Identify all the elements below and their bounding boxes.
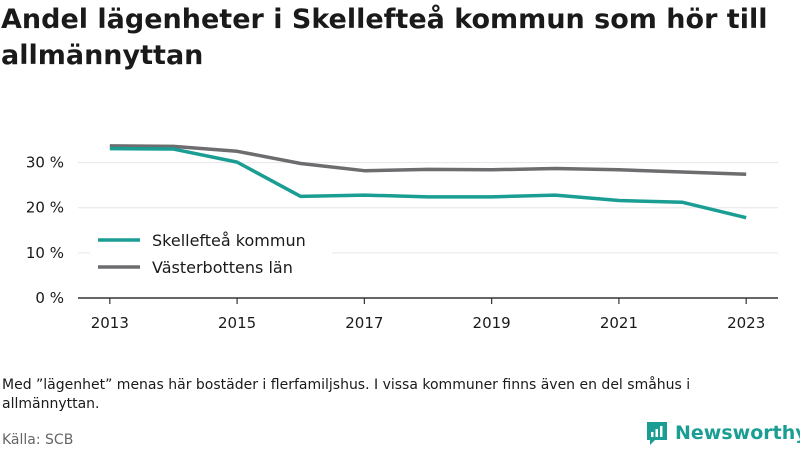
legend-label: Västerbottens län [152,258,293,277]
chart-title: Andel lägenheter i Skellefteå kommun som… [1,4,768,71]
newsworthy-logo: Newsworthy [645,420,800,446]
source-label: Källa: SCB [2,432,74,448]
y-tick-label: 0 % [35,289,64,307]
x-tick-label: 2015 [218,314,256,332]
series-line-vasterbotten [109,144,747,177]
x-tick-label: 2019 [473,314,511,332]
brand-name: Newsworthy [675,422,800,444]
y-tick-label: 30 % [26,154,64,172]
x-tick-label: 2023 [727,314,765,332]
x-tick-label: 2013 [91,314,129,332]
newsworthy-icon [647,422,667,445]
line-chart: 0 % 10 % 20 % 30 % 2013 2015 2017 2019 2021 2023 S… [26,144,778,332]
y-tick-label: 20 % [26,199,64,217]
series-line-skelleftea [109,146,747,220]
legend-background [90,226,332,284]
legend-label: Skellefteå kommun [152,231,306,250]
chart-note: Med ”lägenhet” menas här bostäder i fler… [2,377,691,412]
x-tick-label: 2017 [345,314,383,332]
y-tick-label: 10 % [26,244,64,262]
x-tick-label: 2021 [600,314,638,332]
